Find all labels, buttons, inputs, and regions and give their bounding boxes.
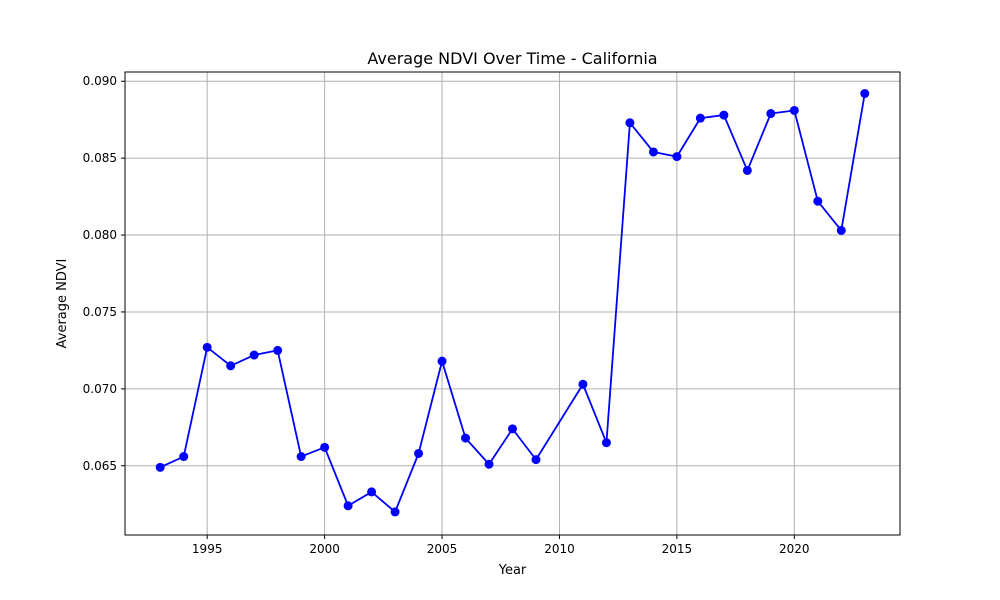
data-point [766,109,776,119]
data-point [578,379,588,389]
data-point [695,113,705,123]
x-tick-label: 2005 [427,542,458,556]
x-tick-label: 1995 [192,542,223,556]
data-point [813,196,823,206]
y-tick-label: 0.080 [83,228,117,242]
data-point [484,459,494,469]
data-point [508,424,517,434]
data-point [414,448,424,458]
data-point [437,356,447,366]
data-point [367,487,377,497]
x-tick-label: 2015 [662,542,693,556]
data-point [343,501,353,511]
chart-title: Average NDVI Over Time - California [367,49,657,68]
tick-layer: 1995 2000 2005 2010 2015 2020 0.065 0.070 0.075 0… [83,74,810,556]
data-point [155,462,165,472]
data-point [789,105,799,115]
data-point [625,118,635,128]
data-point [179,452,189,462]
data-point [390,507,400,517]
y-axis-label: Average NDVI [55,259,70,349]
y-tick-label: 0.065 [83,459,117,473]
y-tick-label: 0.070 [83,382,117,396]
y-tick-label: 0.085 [83,151,117,165]
data-point [648,147,658,157]
x-tick-label: 2010 [544,542,575,556]
data-point [249,350,259,360]
x-axis-label: Year [498,563,527,578]
data-point [742,165,752,175]
data-point [202,342,212,352]
plot-frame [124,71,901,536]
data-point [320,442,330,452]
data-point [672,152,682,162]
data-point [719,110,729,120]
data-point [296,452,306,462]
y-tick-label: 0.075 [83,305,117,319]
x-tick-label: 2000 [309,542,340,556]
x-tick-label: 2020 [779,542,810,556]
grid-layer [125,72,900,535]
data-point [836,225,846,235]
data-point [273,345,283,355]
data-point [601,438,611,448]
data-point [860,89,870,99]
y-tick-label: 0.090 [83,74,117,88]
data-point [461,433,471,443]
series-layer [155,89,870,517]
data-point [531,455,541,465]
data-point [226,361,236,371]
